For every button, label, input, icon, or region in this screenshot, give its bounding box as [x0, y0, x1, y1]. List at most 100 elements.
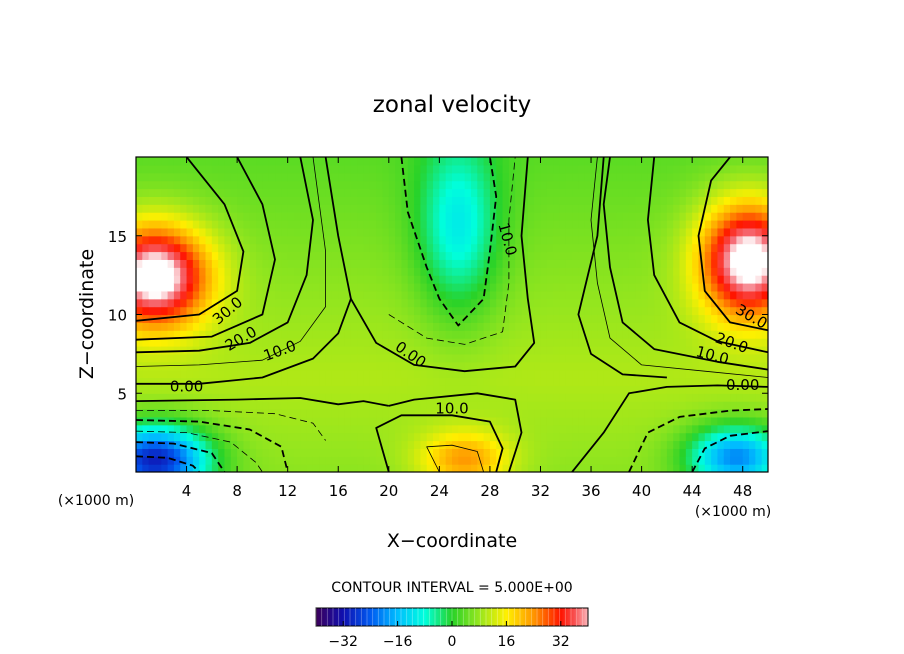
heatmap-cell — [692, 267, 700, 276]
heatmap-cell — [173, 416, 181, 426]
heatmap-cell — [338, 330, 346, 339]
heatmap-cell — [515, 180, 523, 190]
contour-line — [136, 410, 326, 441]
heatmap-cell — [597, 424, 605, 434]
heatmap-cell — [331, 448, 339, 457]
heatmap-cell — [679, 188, 687, 197]
heatmap-cell — [679, 353, 687, 363]
heatmap-cell — [565, 385, 573, 394]
heatmap-cell — [508, 353, 516, 363]
heatmap-cell — [546, 243, 554, 253]
heatmap-cell — [755, 401, 763, 410]
heatmap-cell — [711, 353, 719, 363]
heatmap-cell — [559, 290, 567, 300]
heatmap-cell — [578, 409, 586, 418]
heatmap-cell — [698, 385, 706, 394]
heatmap-cell — [477, 338, 485, 347]
y-tick-label: 15 — [108, 228, 127, 246]
heatmap-cell — [300, 306, 308, 316]
heatmap-cell — [483, 157, 491, 166]
heatmap-cell — [230, 456, 238, 465]
heatmap-cell — [369, 298, 377, 308]
heatmap-cell — [275, 464, 282, 472]
heatmap-cell — [654, 353, 662, 363]
heatmap-cell — [742, 464, 750, 472]
heatmap-cell — [136, 212, 143, 221]
heatmap-cell — [502, 196, 510, 205]
heatmap-cell — [300, 259, 308, 268]
heatmap-cell — [666, 212, 674, 221]
heatmap-cell — [635, 227, 643, 237]
heatmap-cell — [294, 243, 301, 253]
heatmap-cell — [553, 196, 561, 205]
heatmap-cell — [578, 385, 586, 394]
heatmap-cell — [654, 180, 662, 190]
heatmap-cell — [584, 432, 592, 442]
heatmap-cell — [376, 157, 384, 166]
heatmap-cell — [572, 385, 579, 394]
heatmap-cell — [439, 172, 447, 182]
heatmap-cell — [597, 298, 605, 308]
heatmap-cell — [161, 251, 169, 260]
heatmap-cell — [407, 361, 415, 371]
heatmap-cell — [192, 157, 200, 166]
heatmap-cell — [439, 432, 447, 442]
heatmap-cell — [180, 220, 188, 229]
heatmap-cell — [376, 393, 384, 402]
heatmap-cell — [205, 220, 213, 229]
heatmap-cell — [439, 464, 447, 472]
heatmap-cell — [647, 424, 655, 434]
heatmap-cell — [502, 456, 510, 465]
heatmap-cell — [281, 251, 289, 260]
heatmap-cell — [673, 164, 681, 174]
heatmap-cell — [401, 243, 409, 253]
heatmap-cell — [692, 448, 700, 457]
heatmap-cell — [534, 440, 542, 449]
heatmap-cell — [369, 220, 377, 229]
heatmap-cell — [622, 416, 630, 426]
heatmap-cell — [180, 306, 188, 316]
heatmap-cell — [692, 275, 700, 284]
heatmap-cell — [224, 456, 232, 465]
heatmap-cell — [281, 440, 289, 449]
heatmap-cell — [559, 196, 567, 205]
heatmap-cell — [344, 196, 352, 205]
heatmap-cell — [736, 432, 744, 442]
heatmap-cell — [736, 188, 744, 197]
heatmap-cell — [470, 353, 478, 363]
heatmap-cell — [534, 448, 542, 457]
heatmap-cell — [230, 401, 238, 410]
heatmap-cell — [572, 314, 579, 323]
heatmap-cell — [534, 464, 542, 472]
heatmap-cell — [426, 330, 434, 339]
heatmap-cell — [142, 401, 150, 410]
heatmap-cell — [489, 298, 497, 308]
heatmap-cell — [502, 283, 510, 292]
heatmap-cell — [749, 180, 756, 190]
heatmap-cell — [445, 432, 453, 442]
heatmap-cell — [369, 424, 377, 434]
heatmap-cell — [363, 188, 371, 197]
heatmap-cell — [698, 235, 706, 245]
heatmap-cell — [414, 298, 421, 308]
heatmap-cell — [730, 204, 737, 213]
heatmap-cell — [230, 448, 238, 457]
heatmap-cell — [439, 235, 447, 245]
heatmap-cell — [401, 298, 409, 308]
heatmap-cell — [275, 346, 282, 355]
heatmap-cell — [515, 283, 523, 292]
heatmap-cell — [723, 361, 731, 371]
heatmap-cell — [407, 314, 415, 323]
heatmap-cell — [458, 275, 466, 284]
heatmap-cell — [679, 243, 687, 253]
heatmap-cell — [515, 227, 523, 237]
heatmap-cell — [186, 172, 194, 182]
heatmap-cell — [565, 346, 573, 355]
heatmap-cell — [723, 290, 731, 300]
heatmap-cell — [647, 377, 655, 386]
heatmap-cell — [426, 385, 434, 394]
heatmap-cell — [243, 432, 251, 442]
heatmap-cell — [369, 196, 377, 205]
heatmap-cell — [439, 353, 447, 363]
heatmap-cell — [401, 353, 409, 363]
